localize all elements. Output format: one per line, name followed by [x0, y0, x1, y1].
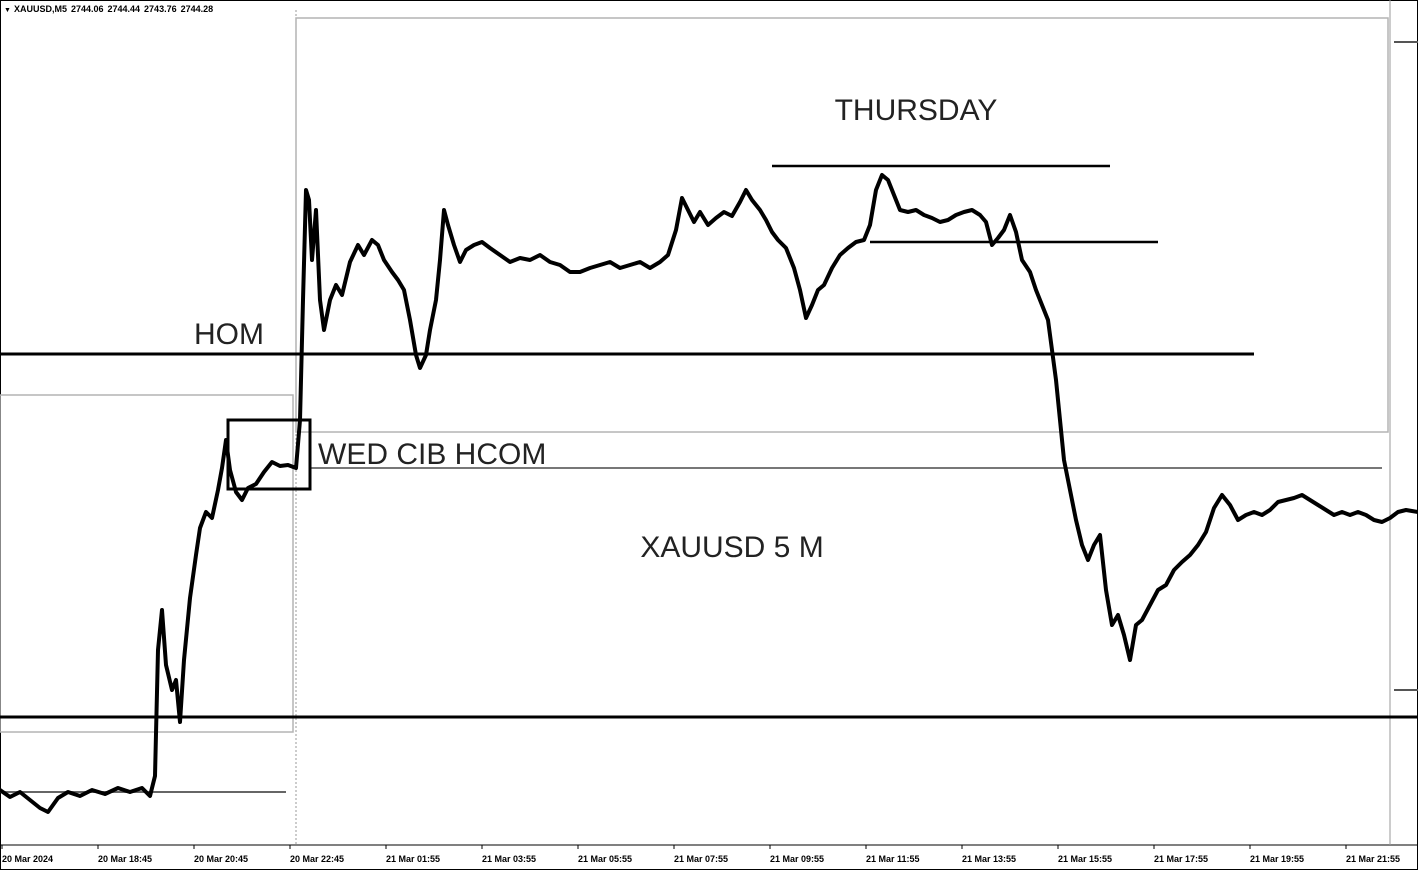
x-tick-label: 21 Mar 13:55 — [962, 854, 1016, 864]
x-tick-label: 20 Mar 18:45 — [98, 854, 152, 864]
x-tick-label: 21 Mar 15:55 — [1058, 854, 1112, 864]
annotation-wed-cib-hcom: WED CIB HCOM — [318, 438, 546, 471]
x-tick-label: 21 Mar 03:55 — [482, 854, 536, 864]
close-price: 2744.28 — [180, 4, 214, 14]
annotation-hom: HOM — [194, 318, 264, 351]
x-tick-label: 21 Mar 11:55 — [866, 854, 920, 864]
high-price: 2744.44 — [107, 4, 141, 14]
x-tick-label: 20 Mar 22:45 — [290, 854, 344, 864]
dropdown-triangle-icon[interactable]: ▼ — [4, 7, 11, 14]
low-price: 2743.76 — [144, 4, 177, 14]
x-tick-label: 21 Mar 21:55 — [1346, 854, 1400, 864]
x-tick-label: 21 Mar 17:55 — [1154, 854, 1208, 864]
x-tick-label: 21 Mar 09:55 — [770, 854, 824, 864]
x-axis-ticks: 20 Mar 2024 20 Mar 18:45 20 Mar 20:45 20 Ma… — [1, 845, 1400, 864]
open-price: 2744.06 — [70, 4, 104, 14]
chart-title: XAUUSD 5 M — [640, 531, 823, 564]
x-tick-label: 21 Mar 05:55 — [578, 854, 632, 864]
annotation-thursday: THURSDAY — [835, 94, 998, 127]
range-box-right — [295, 17, 1389, 433]
x-tick-label: 21 Mar 01:55 — [386, 854, 440, 864]
chart-header: ▼ XAUUSD,M5 2744.06 2744.44 2743.76 2744.28 — [4, 4, 217, 14]
x-tick-label: 21 Mar 19:55 — [1250, 854, 1304, 864]
x-tick-label: 20 Mar 2024 — [2, 854, 53, 864]
range-box-left — [0, 394, 294, 733]
symbol-label: XAUUSD,M5 — [13, 4, 67, 14]
price-series-line — [0, 173, 1418, 814]
x-tick-label: 21 Mar 07:55 — [674, 854, 728, 864]
x-tick-label: 20 Mar 20:45 — [194, 854, 248, 864]
